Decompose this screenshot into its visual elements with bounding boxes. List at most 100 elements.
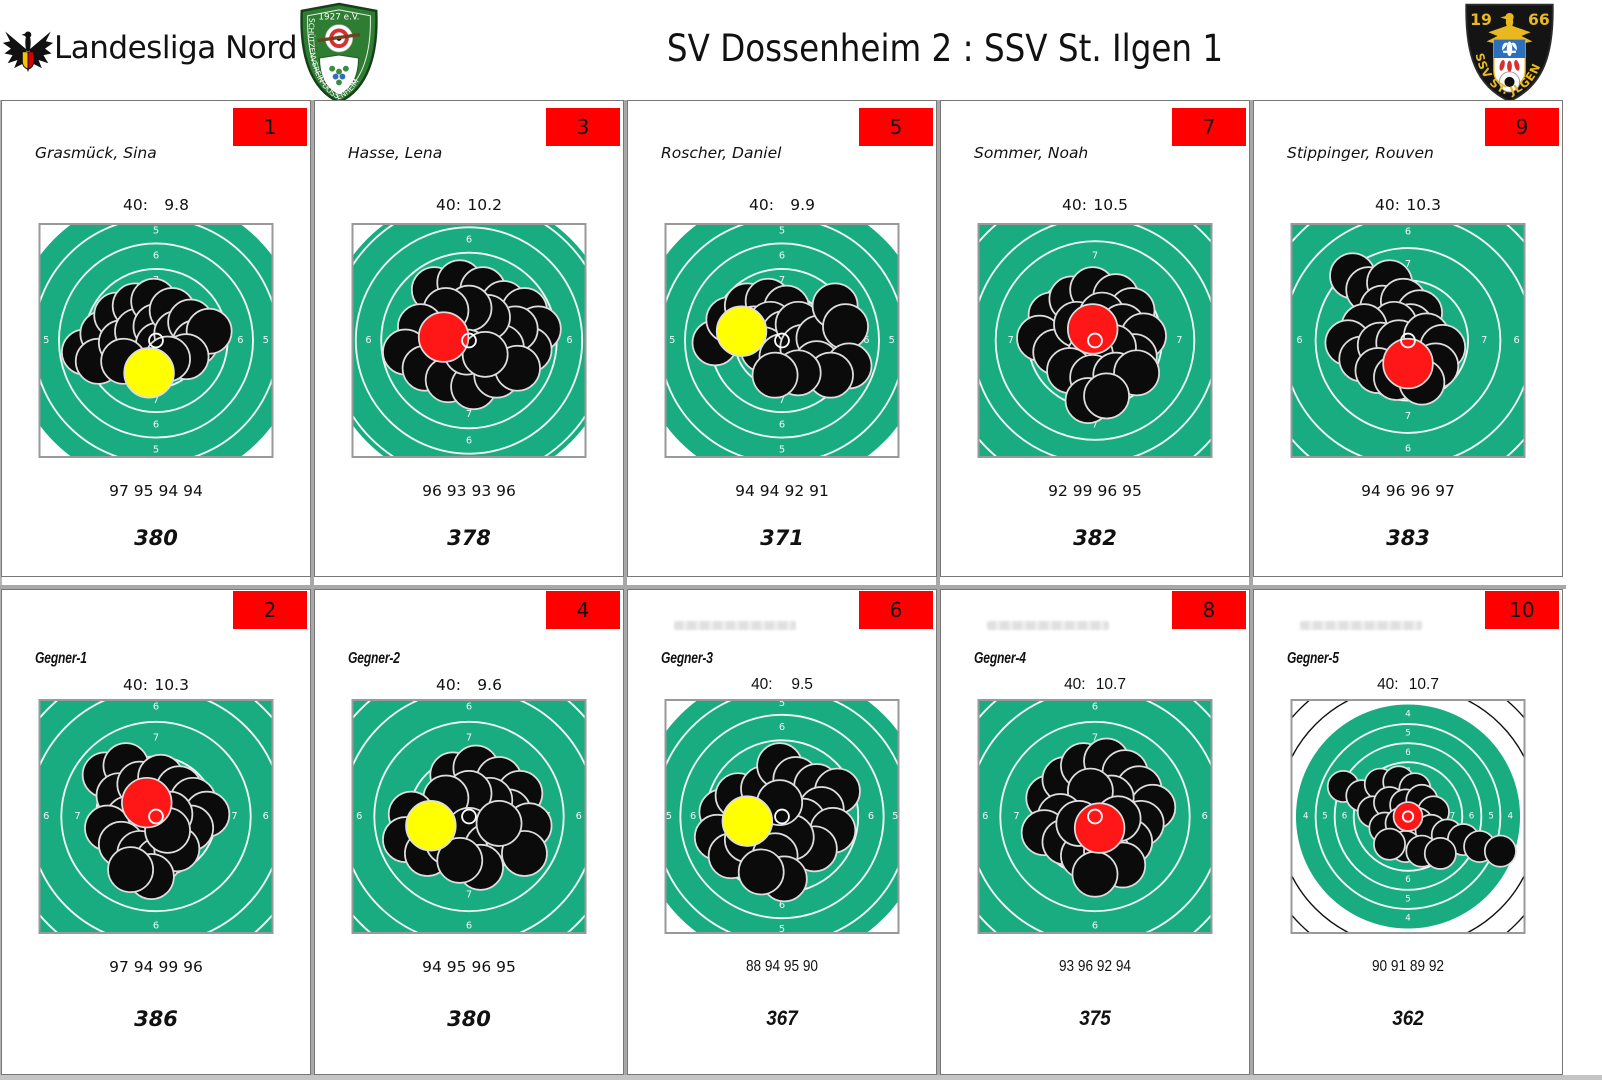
series-values: 97 95 94 94	[109, 482, 203, 500]
target-svg: 66667777	[1292, 225, 1524, 456]
svg-text:5: 5	[153, 445, 159, 456]
svg-text:7: 7	[74, 811, 80, 822]
shooter-name: Gegner-3	[661, 650, 713, 667]
svg-text:5: 5	[667, 811, 672, 822]
svg-text:4: 4	[1405, 914, 1411, 924]
svg-text:7: 7	[1405, 259, 1411, 270]
lane-badge: 1	[233, 108, 307, 146]
lane-badge: 3	[546, 108, 620, 146]
total-score: 367	[766, 1007, 798, 1030]
svg-text:6: 6	[868, 811, 874, 822]
total-score: 371	[760, 526, 804, 550]
svg-text:5: 5	[779, 701, 785, 709]
redacted-name	[987, 621, 1109, 630]
last-shot-value: 9.9	[790, 196, 815, 214]
lane-badge: 2	[233, 591, 307, 629]
svg-text:6: 6	[1469, 812, 1475, 822]
svg-text:5: 5	[263, 335, 269, 346]
lane-number: 3	[576, 115, 590, 139]
lane-number: 1	[263, 115, 277, 139]
svg-text:6: 6	[779, 419, 785, 430]
svg-text:7: 7	[1481, 335, 1487, 346]
svg-text:7: 7	[153, 732, 159, 743]
shot-count-label: 40:	[1064, 676, 1086, 693]
shooter-panel: 8 Gegner-4 40: 10.7 66667777 93 96 92 94…	[940, 589, 1250, 1075]
shot-count-label: 40:	[1062, 196, 1087, 214]
svg-text:6: 6	[1405, 226, 1411, 237]
shooter-name: Gegner-5	[1287, 650, 1339, 667]
total-score: 382	[1073, 526, 1117, 550]
svg-text:6: 6	[779, 722, 785, 733]
total-score: 378	[447, 526, 491, 550]
shot-count-line: 40: 9.9	[628, 196, 936, 214]
shot-count-label: 40:	[123, 676, 148, 694]
total-score: 386	[134, 1007, 178, 1031]
svg-text:7: 7	[1092, 251, 1098, 262]
target-svg: 66667777	[353, 225, 585, 456]
shot-count-label: 40:	[123, 196, 148, 214]
svg-text:6: 6	[153, 251, 159, 262]
away-club-logo: 19 66 SSV ST. JLGEN	[1465, 3, 1554, 103]
shooter-panel: 9 Stippinger, Rouven 40: 10.3 66667777 9…	[1253, 100, 1563, 577]
lane-number: 8	[1202, 598, 1216, 622]
total-score: 380	[134, 526, 178, 550]
svg-text:6: 6	[43, 811, 49, 822]
shooter-name: Gegner-2	[348, 650, 400, 667]
svg-text:7: 7	[466, 732, 472, 743]
shooter-name: Sommer, Noah	[974, 144, 1089, 162]
shot-count-line: 40: 10.3	[2, 676, 310, 694]
lane-badge: 4	[546, 591, 620, 629]
total-score: 375	[1079, 1007, 1111, 1030]
home-club-logo: 1927 e.V. SCHÜTZENVEREIN-DOSSENHEIM	[300, 2, 378, 104]
last-shot-value: 9.8	[164, 196, 189, 214]
last-shot-value: 10.3	[154, 676, 189, 694]
svg-text:7: 7	[466, 890, 472, 901]
shot-count-line: 40: 9.5	[628, 676, 936, 694]
shot-count-label: 40:	[1375, 196, 1400, 214]
svg-text:7: 7	[1176, 335, 1182, 346]
svg-text:7: 7	[1092, 419, 1098, 430]
svg-text:7: 7	[779, 275, 785, 286]
match-title: SV Dossenheim 2 : SSV St. Ilgen 1	[666, 27, 1224, 70]
lane-badge: 7	[1172, 108, 1246, 146]
svg-text:6: 6	[466, 235, 472, 246]
shot-count-line: 40: 10.3	[1254, 196, 1562, 214]
svg-text:5: 5	[779, 445, 785, 456]
shooter-panel: 1 Grasmück, Sina 40: 9.8 555566667777 97…	[1, 100, 311, 577]
home-logo-year: 1927 e.V.	[318, 13, 359, 23]
league-title: Landesliga Nord	[54, 30, 298, 66]
last-shot-value: 9.6	[477, 676, 502, 694]
svg-text:6: 6	[863, 335, 869, 346]
bottom-strip	[0, 1075, 1602, 1080]
last-shot-value: 10.2	[467, 196, 502, 214]
series-values: 93 96 92 94	[1058, 958, 1132, 975]
target: 444455556666777744	[1290, 699, 1526, 934]
svg-text:6: 6	[466, 701, 472, 712]
lane-number: 2	[263, 598, 277, 622]
svg-text:7: 7	[1450, 812, 1456, 822]
shot-count-line: 40: 10.7	[941, 676, 1249, 694]
svg-text:7: 7	[1013, 811, 1019, 822]
lane-badge: 9	[1485, 108, 1559, 146]
svg-text:5: 5	[43, 335, 49, 346]
svg-text:6: 6	[566, 335, 572, 346]
last-shot-value: 10.3	[1406, 196, 1441, 214]
shot-count-label: 40:	[751, 676, 773, 693]
svg-text:7: 7	[779, 395, 785, 406]
series-values: 94 96 96 97	[1361, 482, 1455, 500]
shooter-name: Grasmück, Sina	[35, 144, 157, 162]
target-svg: 66667777	[979, 701, 1211, 932]
lane-badge: 8	[1172, 591, 1246, 629]
svg-text:6: 6	[356, 811, 362, 822]
lane-badge: 6	[859, 591, 933, 629]
svg-text:6: 6	[1202, 811, 1208, 822]
total-score: 380	[447, 1007, 491, 1031]
shot-count-label: 40:	[436, 196, 461, 214]
shooter-panel: 2 Gegner-1 40: 10.3 66667777 97 94 99 96…	[1, 589, 311, 1075]
lane-number: 10	[1509, 598, 1535, 622]
series-values: 94 94 92 91	[735, 482, 829, 500]
svg-text:7: 7	[1092, 732, 1098, 743]
lane-number: 6	[889, 598, 903, 622]
target: 66667777	[38, 699, 274, 934]
lane-number: 5	[889, 115, 903, 139]
